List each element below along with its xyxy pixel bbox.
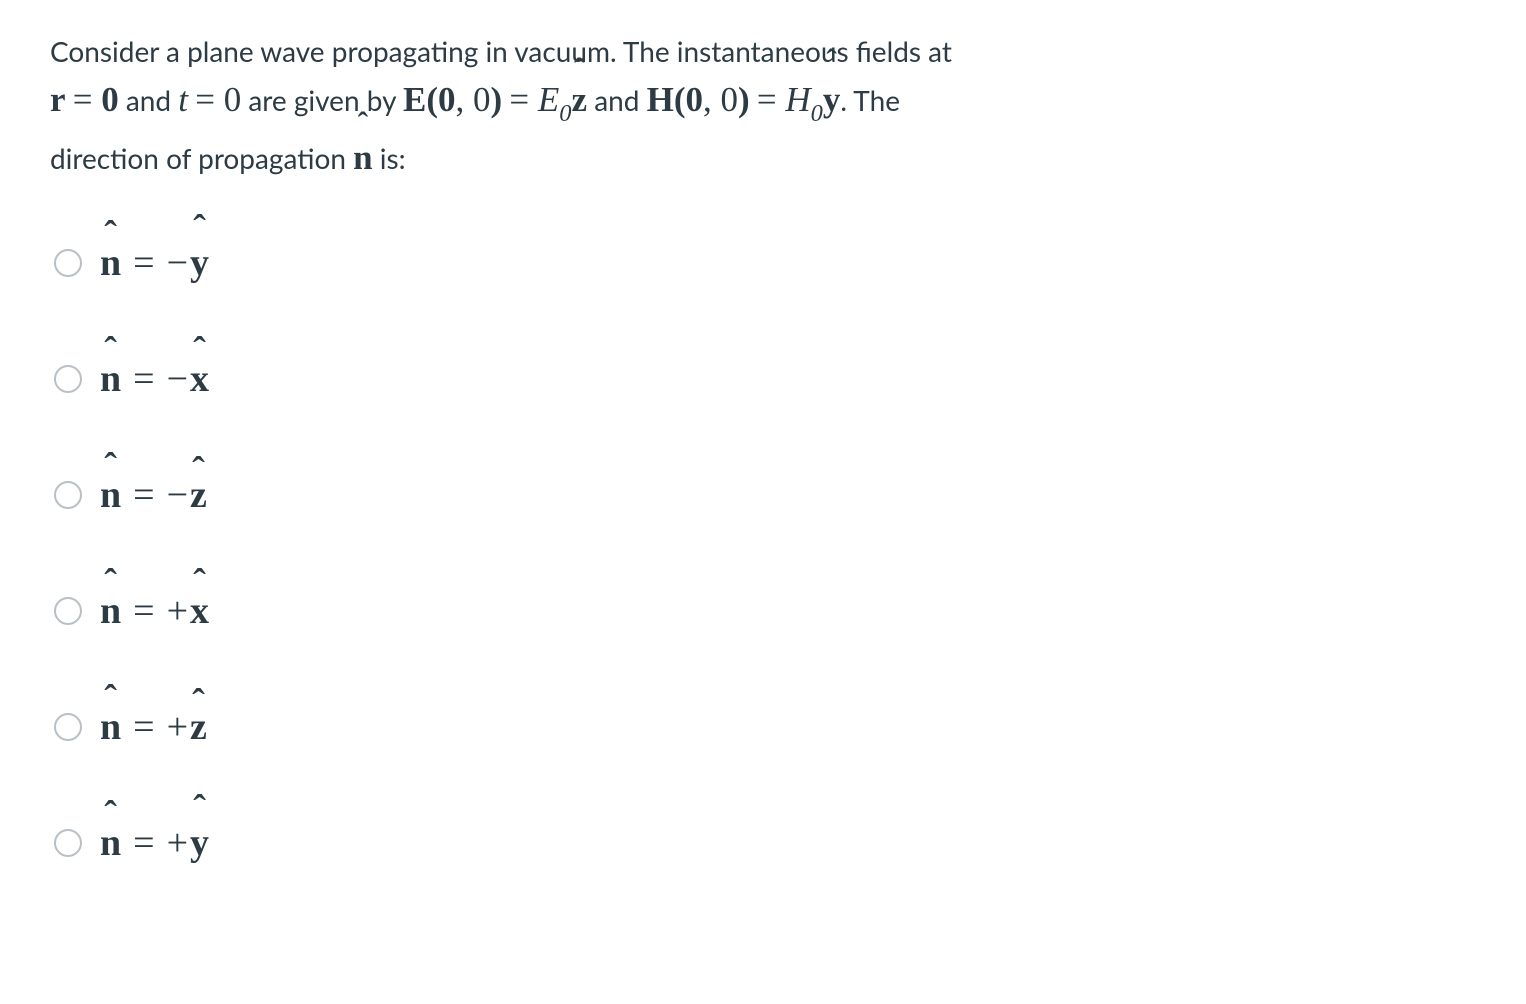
- H0: H0: [785, 80, 823, 119]
- paren-open-1: (: [426, 80, 438, 119]
- radio-5[interactable]: [54, 713, 82, 741]
- args-1b: 0: [473, 80, 491, 119]
- option-5-label: ˆn = + ˆz: [100, 705, 207, 749]
- eq-sign-4: =: [757, 80, 786, 119]
- eq-icon: =: [133, 473, 154, 517]
- eq-sign-1: =: [73, 80, 102, 119]
- z-hat-1: ˆz: [571, 73, 587, 127]
- eq-sign-3: =: [509, 80, 538, 119]
- eq-icon: =: [133, 241, 154, 285]
- var-E: E: [403, 80, 426, 119]
- comma-2: ,: [703, 80, 721, 119]
- var-t: t: [178, 80, 188, 119]
- eq-icon: =: [133, 589, 154, 633]
- var-r: r: [50, 80, 66, 119]
- period-the: . The: [840, 83, 900, 117]
- text-is: is:: [380, 141, 406, 175]
- radio-3[interactable]: [54, 481, 82, 509]
- args-2: 0: [685, 80, 703, 119]
- rhs-hat-1: ˆy: [190, 244, 209, 282]
- n-hat-stem: ˆn: [353, 131, 372, 185]
- sign-6: +: [167, 821, 188, 865]
- rhs-hat-4: ˆx: [190, 592, 209, 630]
- text-and-1: and: [126, 83, 178, 117]
- args-2b: 0: [720, 80, 738, 119]
- option-3-label: ˆn = − ˆz: [100, 473, 207, 517]
- eq-icon: =: [133, 705, 154, 749]
- option-4-label: ˆn = + ˆx: [100, 589, 209, 633]
- args-1: 0: [438, 80, 456, 119]
- zero-scalar: 0: [224, 80, 242, 119]
- rhs-hat-3: ˆz: [190, 476, 207, 514]
- rhs-hat-6: ˆy: [190, 824, 209, 862]
- question-line1: Consider a plane wave propagating in vac…: [50, 34, 952, 68]
- option-6-label: ˆn = + ˆy: [100, 821, 209, 865]
- options-group: ˆn = − ˆy ˆn = − ˆx ˆn = − ˆz ˆn = + ˆx: [50, 241, 1476, 865]
- option-2-label: ˆn = − ˆx: [100, 357, 209, 401]
- eq-icon: =: [133, 821, 154, 865]
- var-H: H: [647, 80, 674, 119]
- text-given-by: are given by: [248, 83, 403, 117]
- sign-5: +: [167, 705, 188, 749]
- n-hat-icon: ˆn: [100, 476, 121, 514]
- n-hat-icon: ˆn: [100, 244, 121, 282]
- y-hat-1: ˆy: [823, 73, 841, 127]
- text-direction: direction of propagation: [50, 141, 353, 175]
- eq-icon: =: [133, 357, 154, 401]
- n-hat-icon: ˆn: [100, 824, 121, 862]
- zero-vec: 0: [101, 80, 119, 119]
- rhs-hat-5: ˆz: [190, 708, 207, 746]
- option-6[interactable]: ˆn = + ˆy: [54, 821, 1476, 865]
- option-4[interactable]: ˆn = + ˆx: [54, 589, 1476, 633]
- n-hat-icon: ˆn: [100, 360, 121, 398]
- option-1[interactable]: ˆn = − ˆy: [54, 241, 1476, 285]
- E0: E0: [538, 80, 572, 119]
- option-1-label: ˆn = − ˆy: [100, 241, 209, 285]
- paren-open-2: (: [674, 80, 686, 119]
- n-hat-icon: ˆn: [100, 708, 121, 746]
- eq-sign-2: =: [195, 80, 224, 119]
- n-hat-icon: ˆn: [100, 592, 121, 630]
- option-2[interactable]: ˆn = − ˆx: [54, 357, 1476, 401]
- radio-1[interactable]: [54, 249, 82, 277]
- sign-2: −: [167, 357, 188, 401]
- comma-1: ,: [456, 80, 474, 119]
- question-stem: Consider a plane wave propagating in vac…: [50, 30, 1476, 186]
- rhs-hat-2: ˆx: [190, 360, 209, 398]
- text-and-2: and: [594, 83, 646, 117]
- paren-close-1: ): [491, 80, 503, 119]
- radio-2[interactable]: [54, 365, 82, 393]
- paren-close-2: ): [738, 80, 750, 119]
- sign-1: −: [167, 241, 188, 285]
- sign-4: +: [167, 589, 188, 633]
- radio-4[interactable]: [54, 597, 82, 625]
- option-5[interactable]: ˆn = + ˆz: [54, 705, 1476, 749]
- option-3[interactable]: ˆn = − ˆz: [54, 473, 1476, 517]
- sign-3: −: [167, 473, 188, 517]
- radio-6[interactable]: [54, 829, 82, 857]
